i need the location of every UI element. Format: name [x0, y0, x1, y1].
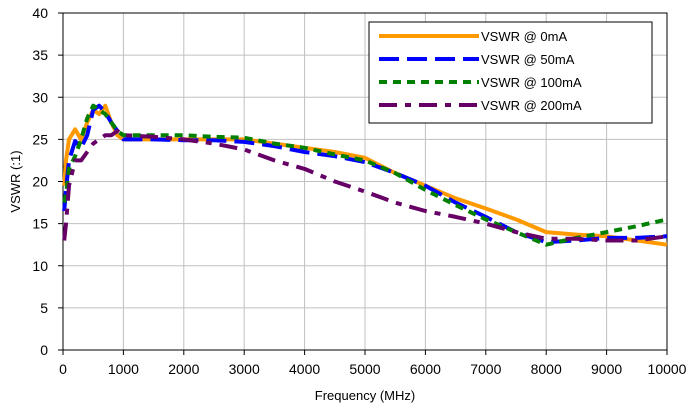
series-line-1 — [62, 103, 668, 247]
y-tick-label: 15 — [32, 216, 48, 232]
legend-box — [368, 21, 653, 124]
y-tick-label: 40 — [32, 5, 48, 21]
y-tick-label: 5 — [40, 300, 48, 316]
series-layer — [62, 103, 668, 247]
series-line-4 — [62, 128, 668, 243]
y-tick-label: 35 — [32, 47, 48, 63]
x-tick-label: 6000 — [410, 361, 441, 377]
x-axis-title: Frequency (MHz) — [315, 388, 415, 403]
y-tick-label: 20 — [32, 174, 48, 190]
x-tick-label: 7000 — [470, 361, 501, 377]
x-tick-label: 9000 — [591, 361, 622, 377]
y-axis-title: VSWR (:1) — [8, 150, 23, 212]
x-tick-label: 3000 — [229, 361, 260, 377]
legend-label-1: VSWR @ 0mA — [481, 29, 567, 44]
y-tick-label: 25 — [32, 131, 48, 147]
y-tick-label: 10 — [32, 258, 48, 274]
legend-label-3: VSWR @ 100mA — [481, 75, 582, 90]
tick-layer: 0 1000 2000 3000 4000 5000 6000 7000 8000 9000 100… — [32, 5, 686, 377]
legend-label-4: VSWR @ 200mA — [481, 98, 582, 113]
series-line-3 — [62, 103, 668, 247]
legend: VSWR @ 0mA VSWR @ 50mA VSWR @ 100mA VSWR @ … — [368, 21, 653, 124]
series-line-2 — [62, 103, 668, 245]
x-tick-label: 2000 — [168, 361, 199, 377]
x-tick-label: 0 — [59, 361, 67, 377]
x-tick-label: 1000 — [108, 361, 139, 377]
x-tick-label: 8000 — [531, 361, 562, 377]
x-tick-label: 4000 — [289, 361, 320, 377]
x-tick-label: 5000 — [349, 361, 380, 377]
x-tick-label: 10000 — [648, 361, 687, 377]
y-tick-label: 30 — [32, 89, 48, 105]
legend-items: VSWR @ 0mA VSWR @ 50mA VSWR @ 100mA VSWR @ … — [379, 29, 582, 113]
legend-label-2: VSWR @ 50mA — [481, 52, 575, 67]
y-tick-label: 0 — [40, 342, 48, 358]
